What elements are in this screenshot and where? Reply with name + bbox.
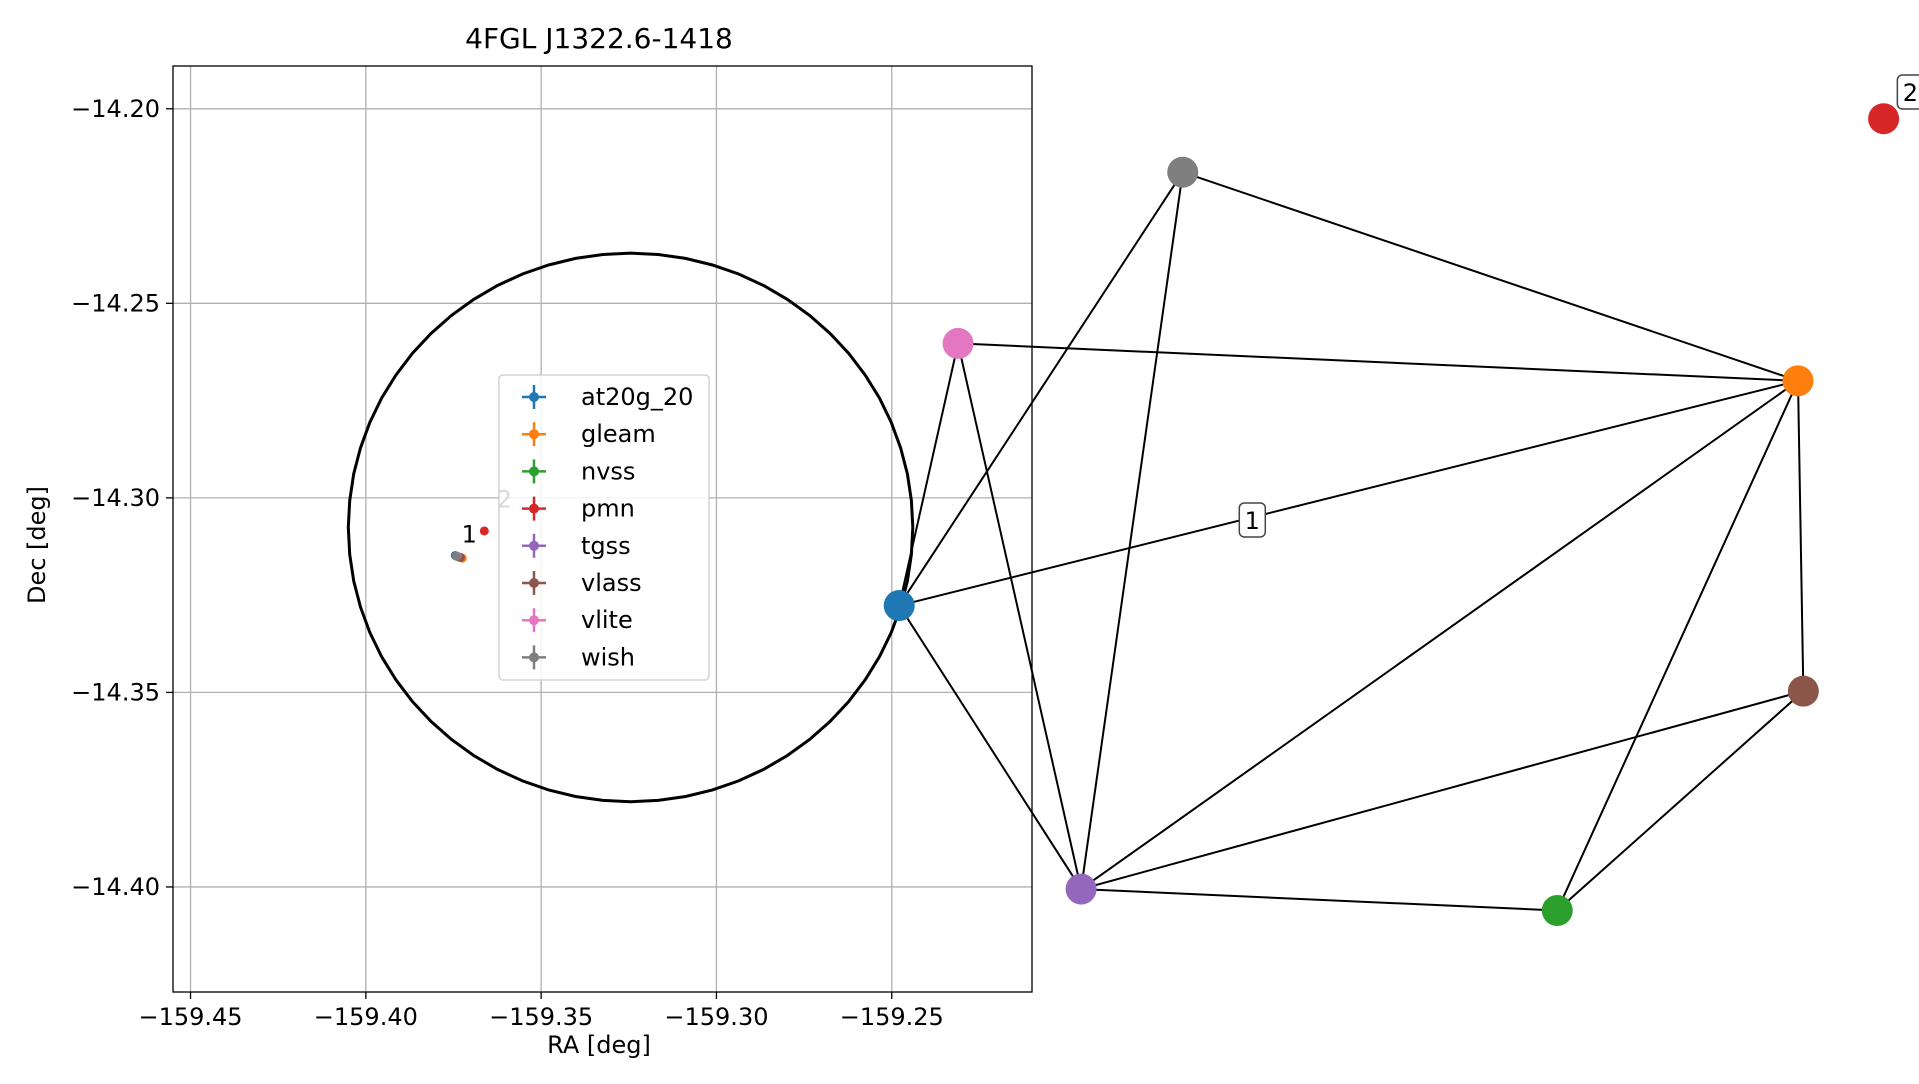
graph-node-gleam	[1782, 365, 1814, 397]
legend-marker-dot	[529, 578, 539, 588]
legend-entry-wish: wish	[581, 643, 635, 671]
graph-node-vlass	[1787, 675, 1819, 707]
graph-node-tgss	[1065, 873, 1097, 905]
network-graph: 12	[883, 74, 1919, 926]
chart-title: 4FGL J1322.6-1418	[465, 22, 733, 55]
axes-frame	[172, 65, 1033, 993]
annotation-label: 1	[462, 521, 477, 549]
source-points	[450, 526, 489, 563]
graph-edges	[898, 171, 1805, 912]
graph-edge	[898, 171, 1184, 607]
graph-nodes	[883, 103, 1900, 926]
legend-marker-dot	[529, 466, 539, 477]
graph-edge	[958, 342, 1799, 382]
legend-box	[498, 374, 710, 681]
x-tick-label: −159.30	[664, 1003, 768, 1031]
graph-label-box	[1896, 74, 1919, 110]
graph-node-wish	[1167, 156, 1199, 188]
point-pmn	[479, 526, 489, 536]
legend-entry-at20g_20: at20g_20	[581, 383, 693, 411]
legend-marker-dot	[529, 540, 539, 551]
x-tick-label: −159.45	[138, 1003, 242, 1031]
graph-node-pmn	[1868, 103, 1900, 135]
legend-entry-tgss: tgss	[581, 532, 631, 560]
graph-edge	[1081, 888, 1558, 912]
graph-edge	[898, 605, 1082, 890]
y-tick-label: −14.35	[71, 678, 160, 706]
graph-edge	[957, 343, 1083, 890]
legend-entry-gleam: gleam	[581, 420, 656, 448]
legend-entry-vlass: vlass	[581, 569, 642, 597]
graph-node-nvss	[1541, 895, 1573, 926]
legend-marker-dot	[529, 652, 539, 663]
y-tick-label: −14.20	[71, 95, 160, 123]
x-tick-label: −159.35	[489, 1003, 593, 1031]
graph-edge	[1556, 690, 1805, 912]
y-tick-label: −14.40	[71, 873, 160, 901]
graph-label-box	[1238, 502, 1267, 538]
legend-marker-dot	[529, 392, 539, 402]
x-axis-ticks: −159.45 −159.40 −159.35 −159.30 −159.25	[138, 992, 944, 1031]
graph-edge	[1080, 172, 1184, 890]
x-tick-label: −159.25	[840, 1003, 944, 1031]
graph-edge	[898, 379, 1799, 607]
graph-label: 2	[1903, 79, 1918, 107]
legend-marker-dot	[529, 429, 539, 440]
legend-entry-nvss: nvss	[581, 457, 635, 485]
y-axis-label: Dec [deg]	[23, 486, 51, 604]
graph-node-vlite	[942, 327, 974, 359]
legend-marker-dot	[529, 615, 539, 626]
legend-entry-pmn: pmn	[581, 495, 635, 523]
x-axis-label: RA [deg]	[547, 1031, 651, 1059]
graph-edge	[1080, 690, 1804, 891]
graph-edge	[1080, 380, 1799, 890]
graph-edge	[1182, 171, 1799, 382]
graph-edge	[1556, 380, 1799, 911]
sky-position-plot: 12 −159.45−159.40−159.35−159.30−159.25 −…	[23, 22, 1033, 1059]
graph-label: 1	[1245, 507, 1260, 535]
y-tick-label: −14.25	[71, 289, 160, 317]
error-ellipse	[346, 251, 915, 804]
legend-entry-vlite: vlite	[581, 606, 633, 634]
graph-edge	[1797, 380, 1805, 692]
error-ellipse-layer	[346, 251, 915, 804]
y-axis-ticks: −14.20 −14.25 −14.30 −14.35 −14.40	[71, 95, 173, 901]
point-wish	[451, 551, 461, 561]
y-tick-label: −14.30	[71, 484, 160, 512]
legend-marker-dot	[529, 503, 539, 514]
grid-lines	[173, 66, 1032, 992]
x-tick-label: −159.40	[314, 1003, 418, 1031]
graph-node-at20g_20	[883, 590, 915, 622]
graph-edge	[898, 343, 960, 606]
graph-labels: 12	[1238, 74, 1919, 538]
